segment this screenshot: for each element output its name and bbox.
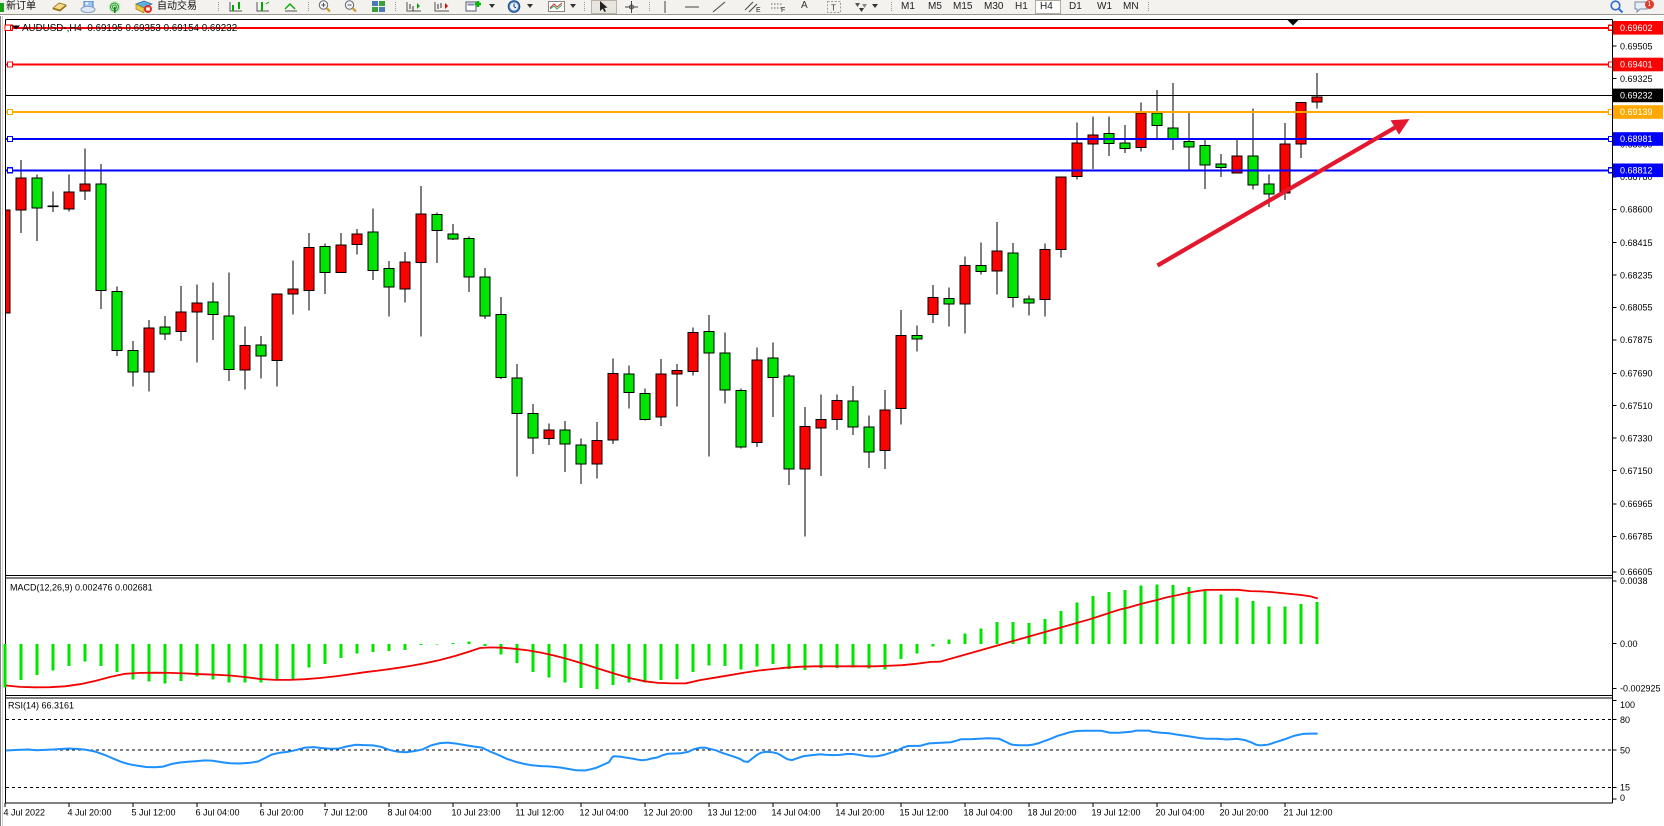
svg-text:MACD(12,26,9) 0.002476 0.00268: MACD(12,26,9) 0.002476 0.002681 [10,583,153,593]
svg-text:RSI(14) 66.3161: RSI(14) 66.3161 [8,701,74,711]
svg-text:0.69325: 0.69325 [1620,74,1653,84]
svg-text:T: T [831,4,836,13]
svg-text:0.66785: 0.66785 [1620,532,1653,542]
svg-text:4 Jul 2022: 4 Jul 2022 [4,808,46,818]
svg-text:0.69602: 0.69602 [1620,23,1653,33]
svg-text:80: 80 [1620,715,1630,725]
svg-text:0.69139: 0.69139 [1620,107,1653,117]
svg-text:0.67875: 0.67875 [1620,335,1653,345]
svg-text:0.66605: 0.66605 [1620,567,1653,577]
svg-text:F: F [781,7,785,13]
svg-text:50: 50 [1620,745,1630,755]
svg-text:15 Jul 12:00: 15 Jul 12:00 [900,808,949,818]
svg-text:20 Jul 20:00: 20 Jul 20:00 [1220,808,1269,818]
svg-text:E: E [756,7,761,13]
svg-text:0.69232: 0.69232 [1620,91,1653,101]
svg-text:5 Jul 12:00: 5 Jul 12:00 [132,808,176,818]
svg-text:0.00: 0.00 [1620,639,1638,649]
svg-text:0.68235: 0.68235 [1620,270,1653,280]
svg-text:0.68981: 0.68981 [1620,134,1653,144]
svg-text:0.68055: 0.68055 [1620,303,1653,313]
svg-text:21 Jul 12:00: 21 Jul 12:00 [1284,808,1333,818]
svg-text:6 Jul 04:00: 6 Jul 04:00 [196,808,240,818]
svg-text:AUDUSD-,H4 0.69195 0.69353 0.: AUDUSD-,H4 0.69195 0.69353 0.69154 0.692… [22,23,237,34]
svg-text:4 Jul 20:00: 4 Jul 20:00 [68,808,112,818]
svg-text:0.0038: 0.0038 [1620,576,1648,586]
svg-text:0.66965: 0.66965 [1620,499,1653,509]
svg-text:0.67330: 0.67330 [1620,433,1653,443]
svg-text:12 Jul 20:00: 12 Jul 20:00 [644,808,693,818]
svg-text:20 Jul 04:00: 20 Jul 04:00 [1156,808,1205,818]
svg-text:19 Jul 12:00: 19 Jul 12:00 [1092,808,1141,818]
svg-text:13 Jul 12:00: 13 Jul 12:00 [708,808,757,818]
svg-text:0.69401: 0.69401 [1620,60,1653,70]
svg-text:7 Jul 12:00: 7 Jul 12:00 [324,808,368,818]
svg-text:12 Jul 04:00: 12 Jul 04:00 [580,808,629,818]
svg-text:14 Jul 04:00: 14 Jul 04:00 [772,808,821,818]
svg-text:0: 0 [1620,793,1625,803]
svg-text:0.68415: 0.68415 [1620,238,1653,248]
svg-text:0.68812: 0.68812 [1620,166,1653,176]
svg-text:0.69505: 0.69505 [1620,41,1653,51]
svg-text:0.67150: 0.67150 [1620,466,1653,476]
svg-text:14 Jul 20:00: 14 Jul 20:00 [836,808,885,818]
svg-text:15: 15 [1620,783,1630,793]
svg-text:0.67690: 0.67690 [1620,369,1653,379]
svg-text:0.68600: 0.68600 [1620,205,1653,215]
svg-text:100: 100 [1620,700,1635,710]
svg-text:-0.002925: -0.002925 [1620,684,1661,694]
svg-text:10 Jul 23:00: 10 Jul 23:00 [452,808,501,818]
svg-text:18 Jul 04:00: 18 Jul 04:00 [964,808,1013,818]
svg-text:8 Jul 04:00: 8 Jul 04:00 [388,808,432,818]
svg-text:11 Jul 12:00: 11 Jul 12:00 [516,808,564,818]
svg-text:18 Jul 20:00: 18 Jul 20:00 [1028,808,1077,818]
svg-text:0.67510: 0.67510 [1620,401,1653,411]
svg-text:6 Jul 20:00: 6 Jul 20:00 [260,808,304,818]
